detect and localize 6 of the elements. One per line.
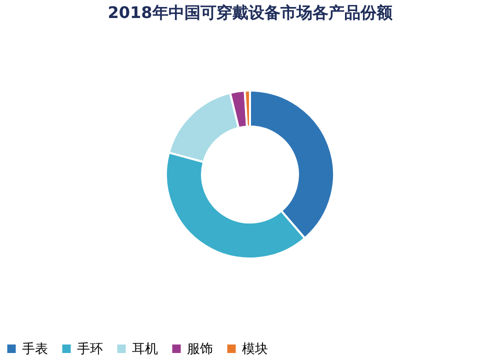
legend-label: 手表: [22, 342, 48, 357]
legend-label: 模块: [242, 342, 268, 357]
legend-label: 耳机: [132, 342, 158, 357]
legend-label: 手环: [77, 342, 103, 357]
chart-title: 2018年中国可穿戴设备市场各产品份额: [108, 3, 394, 22]
legend-label: 服饰: [187, 342, 213, 357]
